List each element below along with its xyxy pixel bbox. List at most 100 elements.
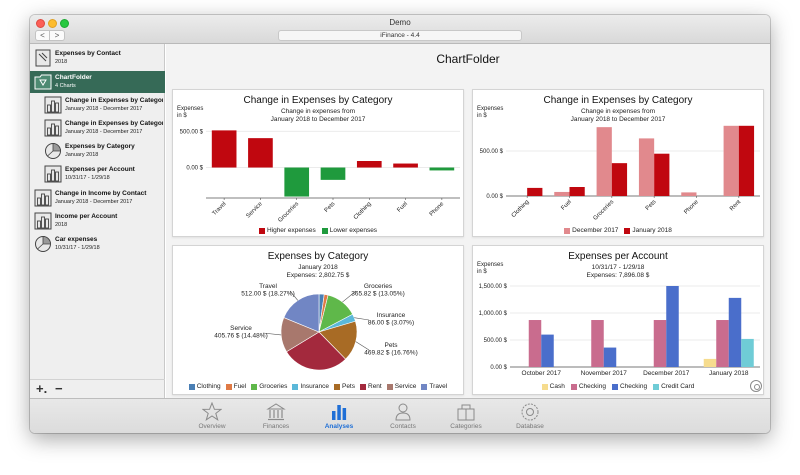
sidebar-item[interactable]: Expenses per Account 10/31/17 - 1/29/18	[30, 163, 165, 185]
tab-categories[interactable]: Categories	[436, 402, 496, 432]
remove-button[interactable]: −	[55, 381, 63, 396]
y-axis-label-line2: in $	[477, 269, 487, 275]
legend-swatch	[321, 227, 328, 234]
chart-panel-expenses-by-category[interactable]: Expenses by Category January 2018 Expens…	[172, 245, 464, 395]
legend-swatch	[653, 383, 660, 390]
sidebar-item-subtitle: 2018	[55, 222, 68, 228]
legend-entry: December 2017	[564, 227, 618, 234]
callout-line	[289, 290, 299, 301]
bar	[716, 320, 729, 367]
sidebar-item[interactable]: Expenses by Contact 2018	[30, 47, 165, 69]
sidebar-item[interactable]: Income per Account 2018	[30, 210, 165, 232]
bar	[541, 334, 554, 367]
callout-label: Service	[230, 325, 252, 332]
sidebar-item[interactable]: Car expenses 10/31/17 - 1/29/18	[30, 233, 165, 255]
legend-entry: Pets	[333, 383, 355, 390]
note-icon	[35, 49, 51, 67]
y-axis-label-line2: in $	[177, 113, 187, 119]
y-axis-label: Expenses in $	[477, 262, 503, 276]
sidebar-item-title: Change in Expenses by Category	[65, 97, 163, 104]
x-tick-label: Phone	[429, 201, 446, 218]
sidebar-item-subtitle: January 2018	[65, 152, 99, 158]
sidebar-footer: +. −	[30, 379, 165, 398]
forward-button[interactable]: >	[50, 30, 65, 41]
bar	[393, 163, 418, 168]
bar	[728, 297, 742, 367]
legend-label: Clothing	[196, 383, 221, 390]
callout-label: Travel	[259, 283, 277, 290]
folder-mark	[39, 79, 47, 86]
bar-icon-bar	[47, 127, 51, 136]
legend-label: Higher expenses	[266, 227, 316, 234]
bar	[666, 286, 679, 367]
legend-label: Insurance	[300, 383, 329, 390]
bar-icon-bar	[51, 100, 55, 113]
tab-bar: Overview Finances Analyses Contacts Categori…	[30, 398, 770, 433]
tab-overview[interactable]: Overview	[182, 402, 242, 432]
legend-swatch	[292, 383, 299, 390]
bar-icon-bar	[51, 169, 55, 182]
sidebar-item[interactable]: Change in Income by Contact January 2018 …	[30, 187, 165, 209]
bar	[653, 320, 667, 367]
sidebar-item[interactable]: Change in Expenses by Category January 20…	[30, 94, 165, 116]
bar	[723, 125, 739, 196]
chart-plot: 1,500.00 $ 1,000.00 $ 500.00 $ 0.00 $ Octobe…	[479, 284, 760, 377]
legend-label: Fuel	[233, 383, 247, 390]
chart-panel-change-expenses-1[interactable]: Change in Expenses by Category Change in…	[172, 89, 464, 237]
bar-icon-frame	[44, 119, 62, 137]
x-tick-label: Rent	[729, 199, 742, 212]
tab-contacts[interactable]: Contacts	[373, 402, 433, 432]
bar	[554, 191, 570, 196]
bar-chart-icon	[44, 119, 62, 137]
nav-buttons: < >	[35, 30, 65, 41]
chart-subtitle-line1: January 2018	[298, 264, 338, 271]
legend-entry: Checking	[611, 383, 647, 390]
legend-entry: Clothing	[188, 383, 221, 390]
bar	[741, 338, 754, 367]
bar	[527, 187, 543, 196]
bar	[738, 125, 755, 196]
pie-chart-icon	[45, 143, 61, 159]
sidebar-item-title: ChartFolder	[55, 74, 92, 81]
sidebar-item[interactable]: Expenses by Category January 2018	[30, 140, 165, 162]
app-window: Demo < > iFinance - 4.4 Expenses by Cont…	[30, 15, 770, 433]
tab-finances[interactable]: Finances	[246, 402, 306, 432]
chart-subtitle-line2: January 2018 to December 2017	[570, 116, 666, 123]
chart-panel-expenses-per-account[interactable]: Expenses per Account 10/31/17 - 1/29/18 …	[472, 245, 764, 395]
sidebar-item[interactable]: ChartFolder 4 Charts	[30, 71, 165, 93]
bar	[320, 167, 346, 180]
legend-swatch	[421, 383, 428, 390]
back-button[interactable]: <	[35, 30, 50, 41]
legend-swatch	[570, 383, 577, 390]
pie-slice	[42, 236, 51, 245]
chart-legend: Clothing Fuel Groceries Insurance Pets Rent Se…	[173, 383, 463, 390]
chart-subtitle-line1: Change in expenses from	[580, 108, 656, 115]
sidebar-item-subtitle: January 2018 - December 2017	[65, 129, 143, 135]
x-tick-label: January 2018	[709, 370, 749, 377]
close-window-button[interactable]	[36, 19, 45, 28]
pie-divider	[37, 243, 44, 250]
y-tick-label: 1,500.00 $	[479, 284, 508, 290]
legend-swatch	[360, 383, 366, 390]
settings-gear-icon[interactable]	[750, 380, 762, 392]
bar	[611, 163, 628, 196]
chart-panel-change-expenses-2[interactable]: Change in Expenses by Category Change in…	[472, 89, 764, 237]
tab-analyses[interactable]: Analyses	[309, 402, 369, 432]
zoom-window-button[interactable]	[60, 19, 69, 28]
chart-subtitle-line1: 10/31/17 - 1/29/18	[591, 264, 645, 271]
bar	[654, 153, 670, 196]
tab-database[interactable]: Database	[500, 402, 560, 432]
minimize-window-button[interactable]	[48, 19, 57, 28]
database-gear-ring	[521, 403, 539, 421]
tab-label: Finances	[262, 423, 290, 430]
pie-slice	[286, 331, 346, 371]
x-tick-label: Fuel	[396, 201, 408, 213]
x-tick-label: November 2017	[581, 370, 628, 377]
chart-legend: Cash Checking Checking Credit Card	[473, 383, 763, 390]
sidebar-item[interactable]: Change in Expenses by Category January 20…	[30, 117, 165, 139]
contact-head	[398, 403, 408, 413]
add-button[interactable]: +.	[36, 381, 48, 396]
callout-value: 86.00 $ (3.07%)	[368, 320, 414, 327]
legend-label: Credit Card	[661, 383, 695, 390]
